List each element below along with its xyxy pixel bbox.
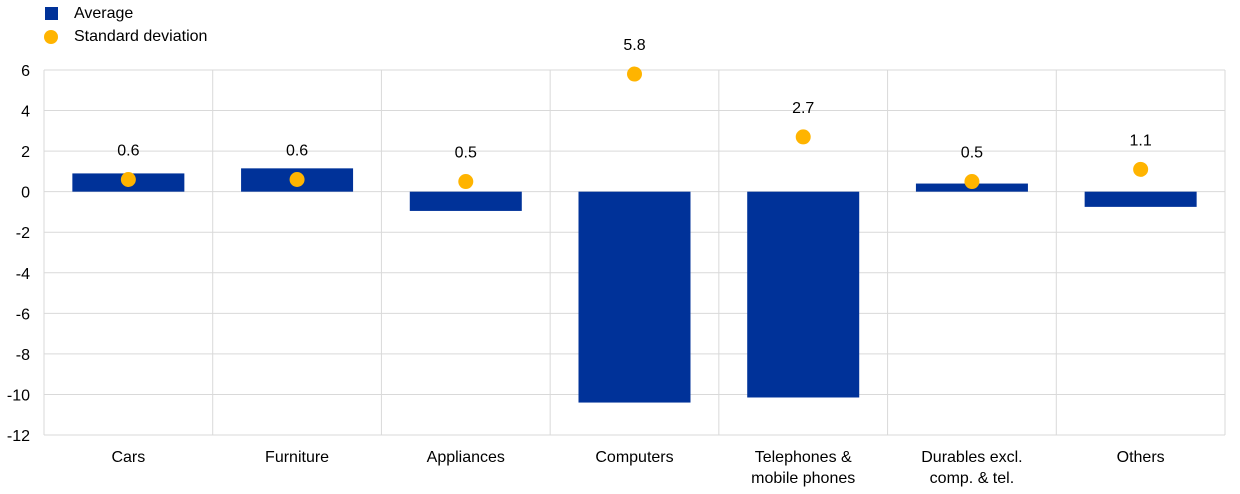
- y-tick-label: 0: [21, 185, 30, 202]
- y-tick-label: -10: [7, 387, 30, 404]
- y-tick-label: -6: [16, 306, 30, 323]
- dot-standard-deviation: [1133, 161, 1149, 177]
- dot-standard-deviation: [627, 66, 642, 82]
- category-label: Others: [1117, 449, 1165, 466]
- legend-item-standard-deviation: Standard deviation: [44, 25, 207, 48]
- y-tick-label: -12: [7, 428, 30, 445]
- data-label: 0.6: [117, 143, 139, 160]
- data-label: 5.8: [623, 37, 645, 54]
- dot-standard-deviation: [795, 129, 811, 145]
- category-label: Computers: [595, 449, 673, 466]
- y-tick-label: -2: [16, 225, 30, 242]
- data-label: 2.7: [792, 100, 814, 117]
- y-tick-label: 4: [21, 104, 30, 121]
- category-label: Furniture: [265, 449, 329, 466]
- bar-average: [409, 191, 522, 211]
- legend-label-average: Average: [74, 4, 134, 22]
- y-tick-label: -8: [16, 347, 30, 364]
- category-label: Telephones & mobile phones: [751, 449, 855, 487]
- dot-standard-deviation: [120, 172, 136, 187]
- y-tick-label: 2: [21, 144, 30, 161]
- data-label: 0.5: [961, 145, 983, 162]
- dot-standard-deviation: [458, 174, 474, 190]
- y-tick-label: -4: [16, 266, 30, 283]
- dot-standard-deviation: [289, 172, 305, 187]
- bar-average: [747, 191, 860, 398]
- legend: Average Standard deviation: [44, 2, 207, 48]
- bar-average: [578, 191, 691, 403]
- legend-item-average: Average: [44, 2, 207, 25]
- category-label: Durables excl. comp. & tel.: [921, 449, 1022, 487]
- y-tick-label: 6: [21, 63, 30, 80]
- average-swatch: [45, 7, 58, 20]
- category-label: Cars: [111, 449, 145, 466]
- data-label: 1.1: [1130, 132, 1152, 149]
- category-label: Appliances: [427, 449, 505, 466]
- legend-label-standard-deviation: Standard deviation: [74, 27, 208, 45]
- bar-average: [1084, 191, 1197, 207]
- standard-deviation-swatch: [44, 29, 58, 44]
- dot-standard-deviation: [964, 174, 980, 190]
- data-label: 0.6: [286, 143, 308, 160]
- data-label: 0.5: [455, 145, 477, 162]
